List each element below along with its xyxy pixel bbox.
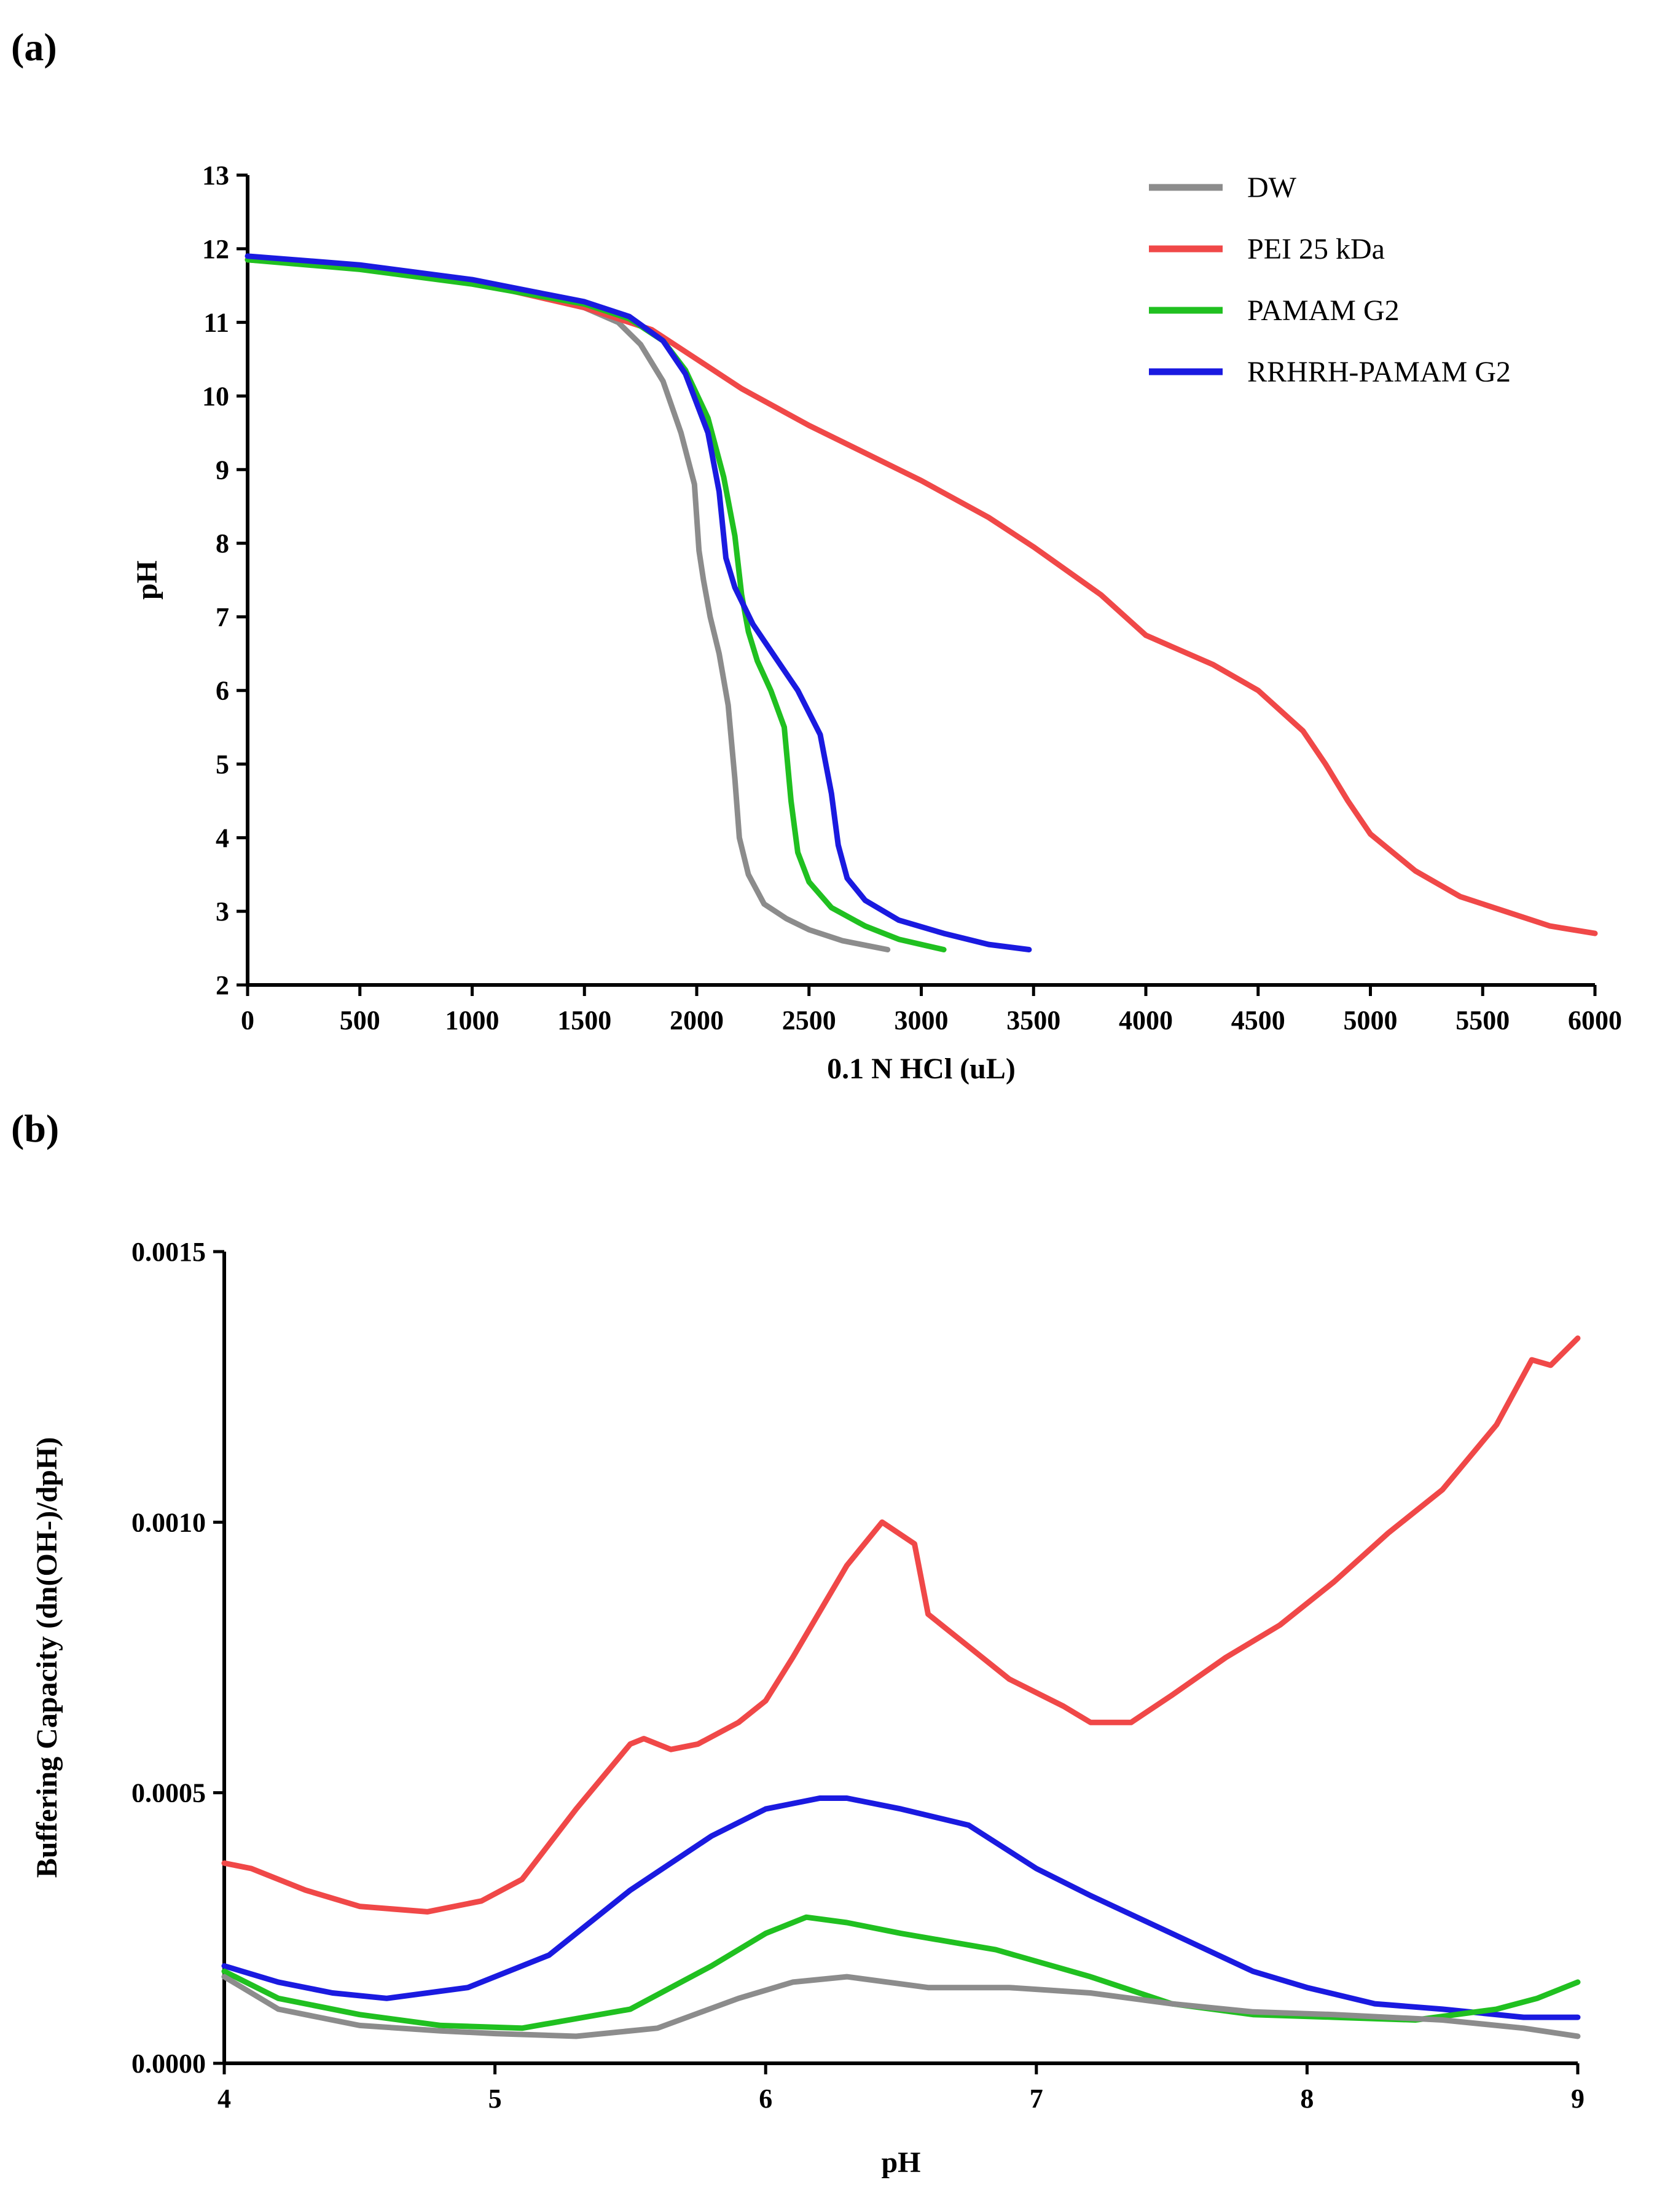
x-tick-label: 3000 [895,1005,949,1035]
y-tick-label: 7 [216,602,229,632]
x-tick-label: 6 [759,2084,772,2114]
x-tick-label: 5500 [1455,1005,1510,1035]
x-tick-label: 0 [241,1005,254,1035]
x-axis-title: pH [881,2146,920,2179]
x-tick-label: 2000 [670,1005,724,1035]
legend-label-dw: DW [1247,171,1297,204]
x-tick-label: 4500 [1231,1005,1285,1035]
series-line-pei-25-kda [221,1335,1581,1915]
y-axis-title: Buffering Capacity (dn(OH-)/dpH) [31,1437,63,1878]
series-line-dw [221,1974,1581,2039]
titration-chart: 2 3 4 5 6 7 8 9 10 11 12 13 0 500 1000 1500 2000 2500 3000… [131,160,1622,1085]
y-tick-label: 11 [203,308,229,338]
y-axis-title: pH [131,560,163,600]
y-tick-label: 12 [202,234,229,264]
x-axis-title: 0.1 N HCl (uL) [827,1053,1016,1085]
x-tick-label: 6000 [1568,1005,1622,1035]
y-tick-label: 6 [216,676,229,706]
x-tick-label: 4000 [1119,1005,1173,1035]
x-tick-label: 2500 [782,1005,836,1035]
x-tick-label: 5000 [1344,1005,1398,1035]
y-tick-label: 0.0005 [131,1778,206,1808]
series-line-rrhrh-pamam-g2 [221,1795,1581,2020]
x-tick-label: 500 [340,1005,380,1035]
series-line-pamam-g2 [221,1914,1581,2031]
y-tick-label: 5 [216,750,229,780]
y-tick-label: 2 [216,970,229,1000]
y-tick-label: 4 [216,823,229,853]
x-tick-label: 1500 [557,1005,611,1035]
x-tick-label: 4 [217,2084,231,2114]
y-tick-label: 3 [216,896,229,927]
panel-label-b: (b) [11,1107,60,1150]
x-tick-label: 1000 [445,1005,500,1035]
y-tick-label: 10 [202,381,229,411]
x-tick-label: 8 [1300,2084,1314,2114]
legend-label-rrhrh-pamam-g2: RRHRH-PAMAM G2 [1247,356,1511,388]
x-tick-label: 9 [1571,2084,1585,2114]
series-line-dw [245,257,891,952]
y-tick-label: 9 [216,455,229,485]
legend-label-pei-25-kda: PEI 25 kDa [1247,233,1385,265]
buffering-capacity-chart: 0.0000 0.0005 0.0010 0.0015 4 5 6 7 8 9 pH Bufferin… [31,1237,1585,2179]
y-tick-label: 8 [216,528,229,559]
legend-label-pamam-g2: PAMAM G2 [1247,294,1400,327]
y-tick-label: 0.0015 [131,1237,206,1267]
panel-label-a: (a) [11,25,57,69]
y-tick-label: 0.0000 [131,2049,206,2079]
y-tick-label: 13 [202,160,229,190]
series-line-rrhrh-pamam-g2 [245,253,1032,952]
x-tick-label: 3500 [1006,1005,1060,1035]
x-tick-label: 5 [488,2084,502,2114]
x-tick-label: 7 [1030,2084,1043,2114]
y-tick-label: 0.0010 [131,1507,206,1537]
